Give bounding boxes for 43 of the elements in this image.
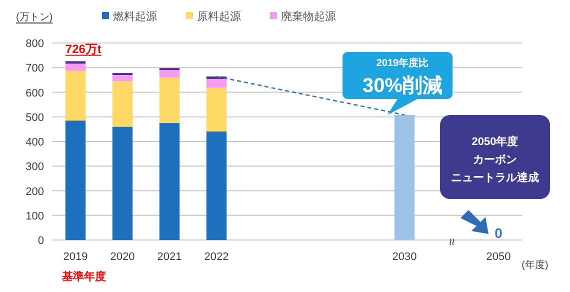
annotation: 2050年度 <box>472 135 518 148</box>
y-tick-label: 0 <box>38 235 44 247</box>
annotation: ニュートラル達成 <box>451 171 539 184</box>
bar <box>206 78 227 88</box>
annotation: 726万t <box>65 42 102 56</box>
x-axis-title: (年度) <box>522 259 548 271</box>
y-tick-label: 700 <box>26 62 44 75</box>
bar <box>112 75 133 82</box>
x-tick-label: 2020 <box>110 251 135 263</box>
x-tick-label: 2019 <box>63 251 88 263</box>
annotation: ≈ <box>444 238 460 246</box>
y-tick-label: 100 <box>26 210 44 222</box>
x-tick-label: 2050 <box>486 251 511 263</box>
x-tick-label: 2030 <box>392 251 417 263</box>
y-axis-title: (万トン) <box>16 12 53 23</box>
legend-label: 廃棄物起源 <box>281 10 336 23</box>
bar <box>159 70 180 78</box>
bar <box>65 120 86 240</box>
legend-label: 燃料起源 <box>113 10 157 23</box>
y-tick-label: 200 <box>26 186 44 198</box>
bar <box>159 123 180 240</box>
y-tick-label: 600 <box>26 87 44 100</box>
text: 基準年度 <box>61 270 106 283</box>
bar <box>65 70 86 121</box>
annotation: 30%削減 <box>362 75 443 97</box>
bar <box>112 81 133 127</box>
annotation: カーボン <box>473 154 517 166</box>
x-tick-label: 2022 <box>204 251 229 263</box>
bar <box>112 126 133 240</box>
annotation: 2019年度比 <box>376 57 429 69</box>
x-tick-label: 2021 <box>157 251 182 263</box>
bar <box>206 88 227 132</box>
bar <box>65 61 86 64</box>
bar <box>159 77 180 124</box>
bar <box>65 64 86 71</box>
y-tick-label: 500 <box>26 112 44 124</box>
bar <box>206 131 227 240</box>
data-label: 0 <box>494 225 503 241</box>
y-tick-label: 300 <box>26 161 44 174</box>
bar <box>394 114 415 240</box>
legend-label: 原料起源 <box>197 10 241 23</box>
y-tick-label: 800 <box>26 38 44 50</box>
y-tick-label: 400 <box>26 136 44 148</box>
